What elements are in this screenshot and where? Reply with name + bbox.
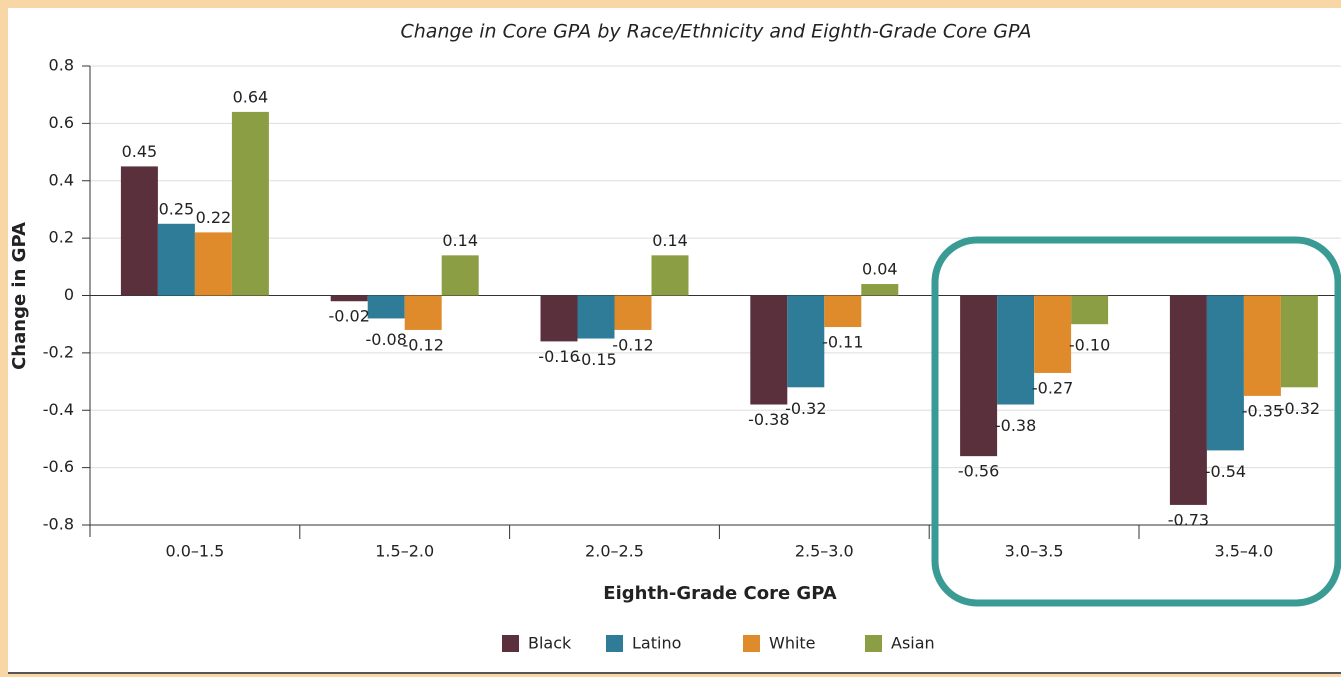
value-label: 0.22 xyxy=(196,208,232,227)
value-label: -0.56 xyxy=(958,462,999,481)
value-label: 0.25 xyxy=(159,199,195,218)
x-tick-label: 3.0–3.5 xyxy=(1005,542,1064,561)
value-label: -0.54 xyxy=(1205,462,1246,481)
value-label: -0.08 xyxy=(365,330,406,349)
value-label: -0.15 xyxy=(575,350,616,369)
highlight-box xyxy=(931,236,1341,607)
bar xyxy=(1071,295,1109,325)
value-label: -0.16 xyxy=(538,347,579,366)
legend-label: Asian xyxy=(891,634,935,653)
y-tick-label: -0.6 xyxy=(43,457,74,476)
bar xyxy=(960,295,998,457)
y-axis-title: Change in GPA xyxy=(9,222,30,370)
value-label: -0.12 xyxy=(612,335,653,354)
chart-title: Change in Core GPA by Race/Ethnicity and… xyxy=(401,21,1032,43)
value-label: -0.38 xyxy=(748,410,789,429)
bar xyxy=(231,111,269,296)
value-label: -0.02 xyxy=(328,307,369,326)
bar xyxy=(787,295,825,388)
y-tick-label: 0.8 xyxy=(49,56,74,75)
x-tick-label: 2.0–2.5 xyxy=(585,542,644,561)
value-label: 0.45 xyxy=(122,142,158,161)
bar xyxy=(1243,295,1281,396)
value-label: -0.32 xyxy=(1279,399,1320,418)
bar xyxy=(1280,295,1318,388)
bar xyxy=(861,284,899,296)
x-tick-label: 2.5–3.0 xyxy=(795,542,854,561)
legend-swatch xyxy=(606,635,623,652)
value-label: -0.35 xyxy=(1242,401,1283,420)
bar xyxy=(824,295,862,328)
bar xyxy=(651,255,689,296)
chart-background xyxy=(8,8,1341,672)
legend-label: Black xyxy=(528,634,572,653)
value-label: 0.14 xyxy=(652,231,688,250)
value-label: -0.73 xyxy=(1168,510,1209,529)
bar xyxy=(157,223,195,296)
legend-swatch xyxy=(502,635,519,652)
bar xyxy=(120,166,158,296)
bar xyxy=(540,295,578,342)
value-label: 0.04 xyxy=(862,260,898,279)
value-label: -0.27 xyxy=(1032,378,1073,397)
value-label: 0.64 xyxy=(233,87,269,106)
y-tick-label: 0.6 xyxy=(49,113,74,132)
value-label: -0.10 xyxy=(1069,336,1110,355)
y-tick-label: 0.4 xyxy=(49,170,74,189)
value-label: -0.32 xyxy=(785,399,826,418)
bar xyxy=(750,295,788,405)
legend-label: Latino xyxy=(632,634,681,653)
bar xyxy=(441,255,479,296)
legend-label: White xyxy=(769,634,816,653)
bar xyxy=(1169,295,1207,505)
bar xyxy=(194,232,232,296)
value-label: -0.12 xyxy=(402,335,443,354)
y-tick-label: 0.2 xyxy=(49,228,74,247)
x-tick-label: 0.0–1.5 xyxy=(165,542,224,561)
y-tick-label: -0.8 xyxy=(43,515,74,534)
value-label: 0.14 xyxy=(442,231,478,250)
x-tick-label: 3.5–4.0 xyxy=(1214,542,1273,561)
bar xyxy=(404,295,442,330)
value-label: -0.11 xyxy=(822,333,863,352)
x-tick-label: 1.5–2.0 xyxy=(375,542,434,561)
legend-swatch xyxy=(743,635,760,652)
bar xyxy=(1034,295,1072,373)
legend-swatch xyxy=(865,635,882,652)
bar xyxy=(997,295,1035,405)
bar xyxy=(614,295,652,330)
y-tick-label: -0.4 xyxy=(43,400,74,419)
y-tick-label: 0 xyxy=(64,285,74,304)
value-label: -0.38 xyxy=(995,416,1036,435)
y-tick-label: -0.2 xyxy=(43,342,74,361)
bar xyxy=(577,295,615,339)
bar xyxy=(1206,295,1244,451)
bar xyxy=(330,295,368,302)
bar xyxy=(367,295,405,319)
x-axis-title: Eighth-Grade Core GPA xyxy=(603,583,836,604)
